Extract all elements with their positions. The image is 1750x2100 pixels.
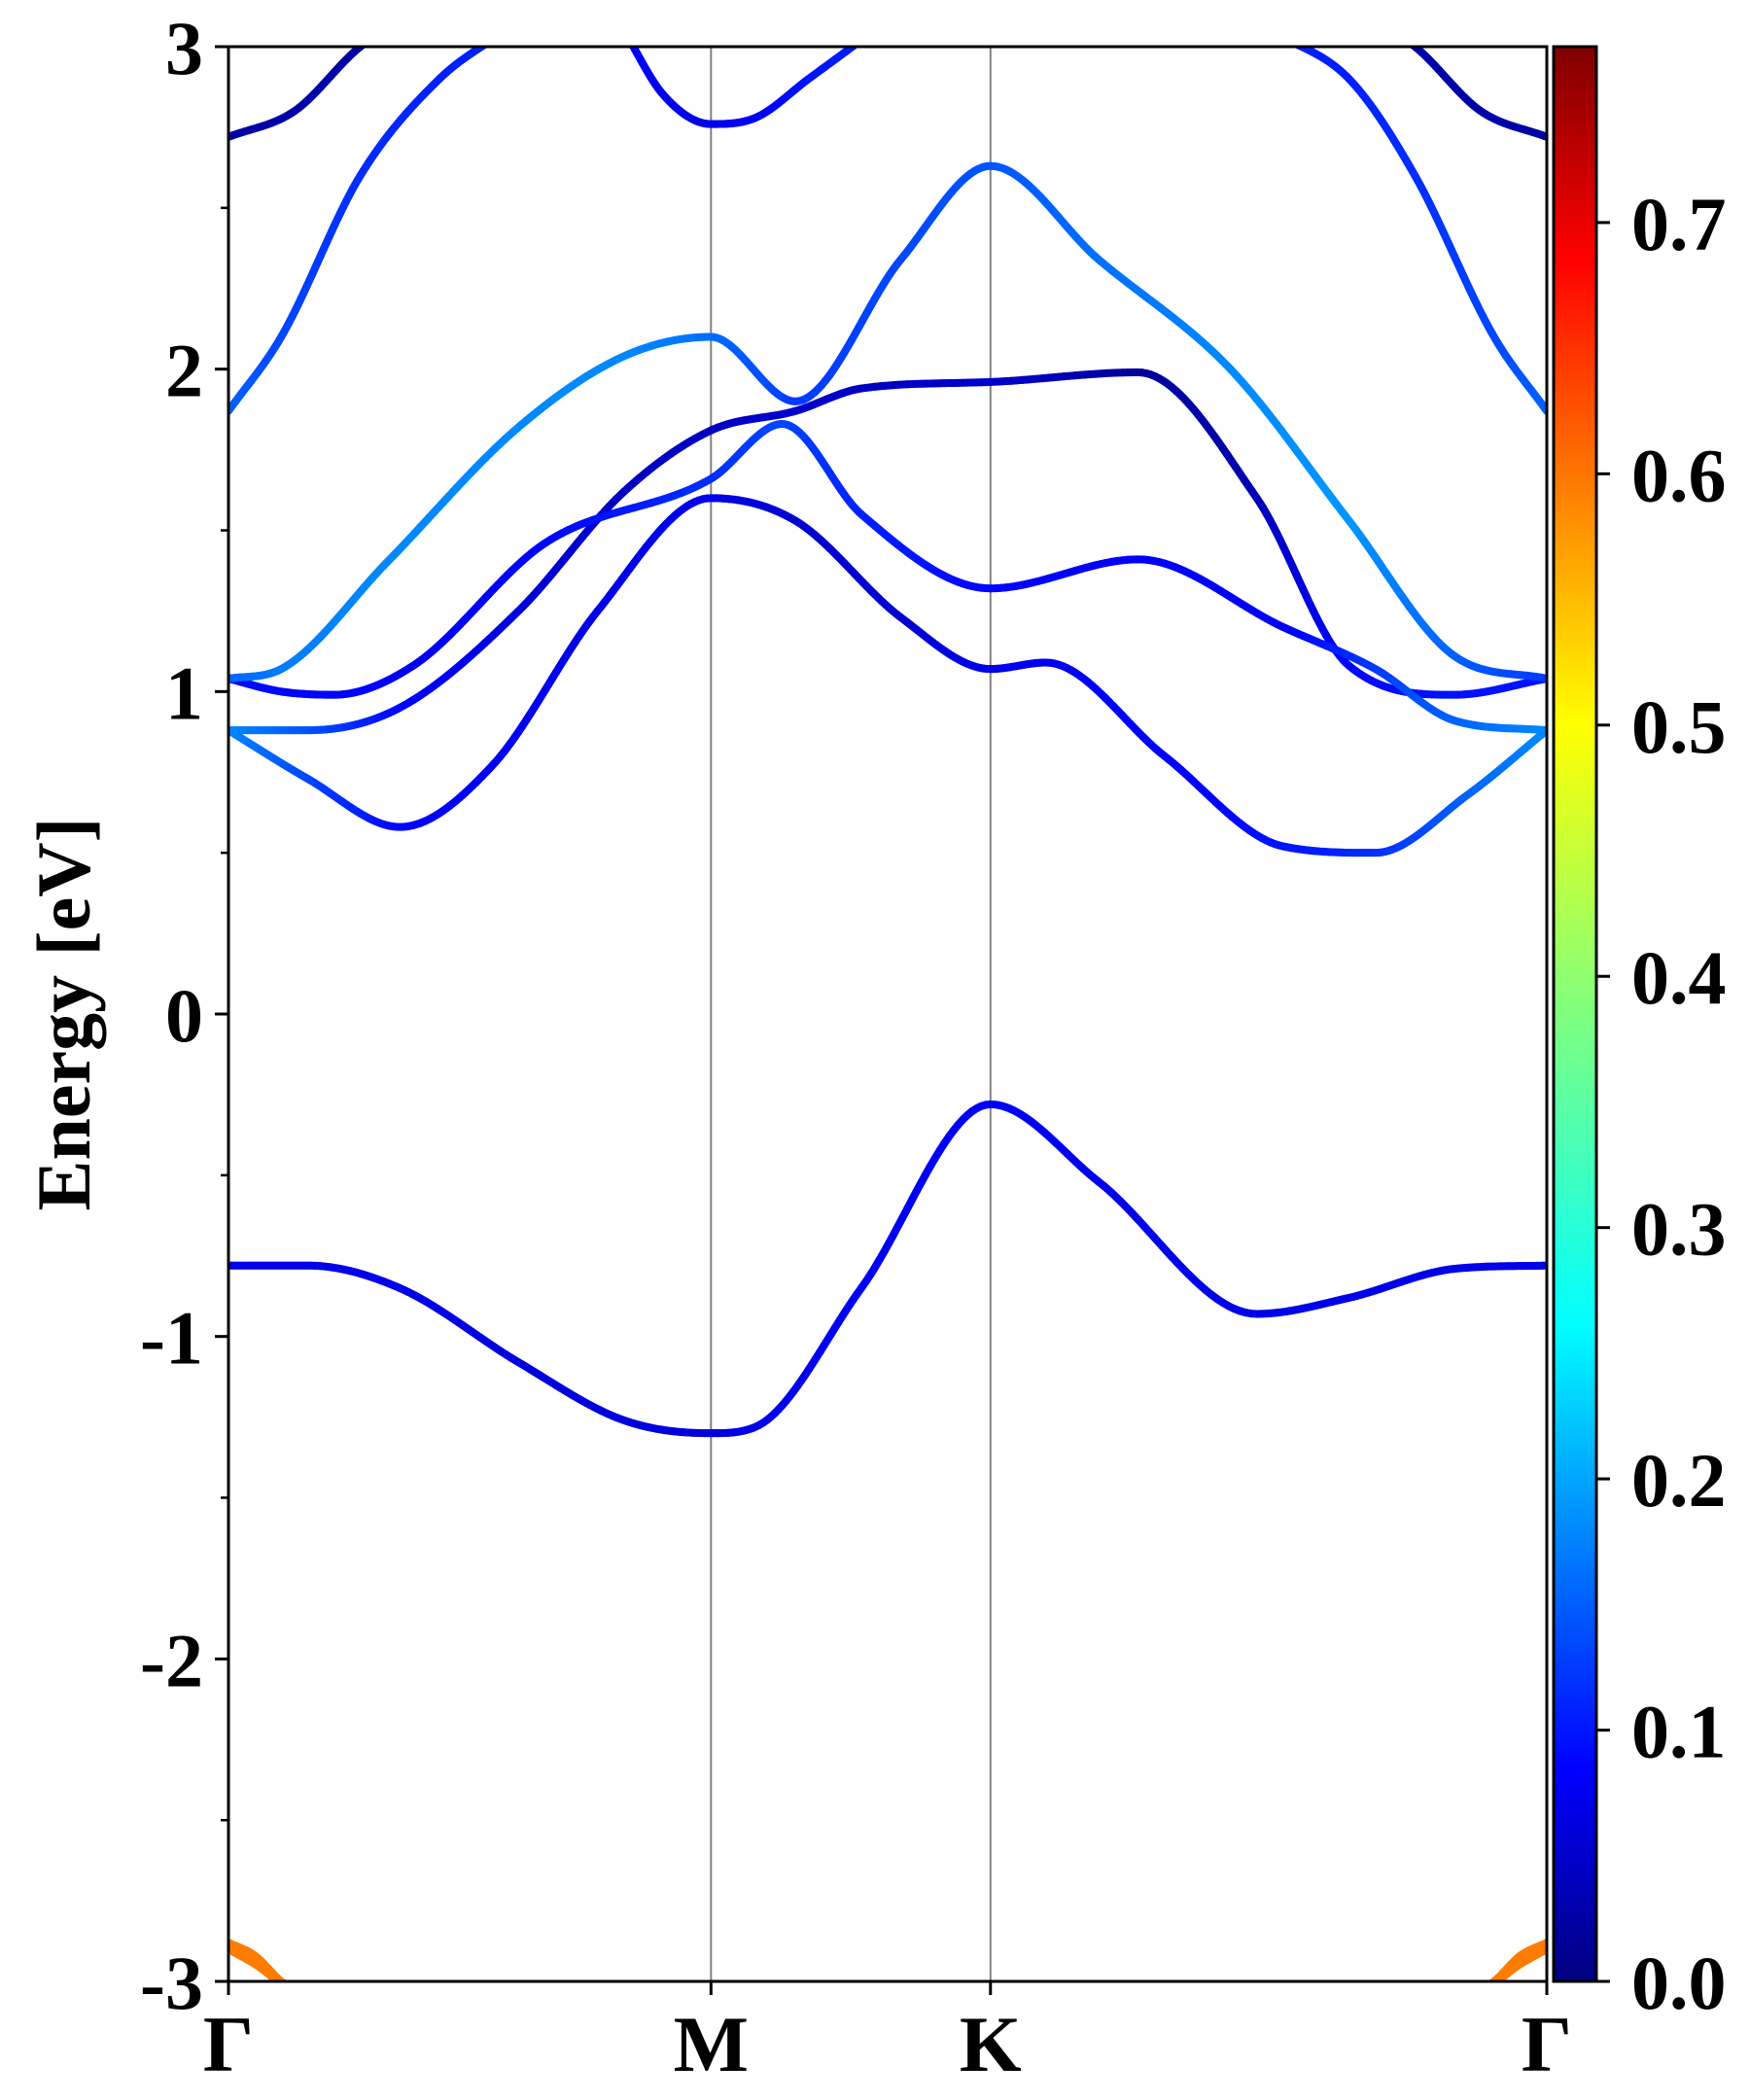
x-tick-label: M (674, 2000, 749, 2088)
colorbar-gradient (1552, 45, 1598, 1983)
y-tick-label: 2 (165, 329, 203, 413)
colorbar: 0.0 0.1 0.2 0.3 0.4 0.5 0.6 0.7 (1552, 45, 1727, 2025)
y-tick-labels: -3 -2 -1 0 1 2 3 (140, 6, 203, 2025)
bands (228, 47, 1547, 1981)
x-tick-label: Γ (1522, 2000, 1572, 2088)
y-tick-label: -3 (140, 1941, 203, 2025)
colorbar-tick-label: 0.6 (1631, 433, 1727, 517)
plot-area: -3 -2 -1 0 1 2 3 Γ M K Γ Energy [eV] (21, 6, 1572, 2088)
y-tick-label: 3 (165, 6, 203, 90)
plot-frame (227, 45, 1549, 1983)
band-4 (228, 161, 1547, 683)
colorbar-tick-label: 0.4 (1631, 935, 1727, 1020)
band-2 (228, 368, 1547, 735)
colorbar-tick-label: 0.0 (1631, 1941, 1727, 2025)
colorbar-ticks (1596, 221, 1610, 1983)
colorbar-tick-label: 0.1 (1631, 1690, 1727, 1774)
x-tick-label: K (960, 2000, 1022, 2088)
band-6 (1292, 47, 1547, 415)
colorbar-tick-label: 0.5 (1631, 684, 1727, 769)
band-8 (1408, 47, 1547, 141)
x-tick-label: Γ (203, 2000, 254, 2088)
y-ticks (215, 45, 228, 1983)
y-tick-label: 1 (165, 650, 203, 735)
colorbar-tick-label: 0.2 (1631, 1438, 1727, 1522)
y-tick-label: -1 (140, 1296, 203, 1381)
band-9 (628, 47, 859, 128)
band-11 (228, 1944, 283, 1981)
band-1 (228, 494, 1547, 858)
band-7 (228, 47, 368, 141)
y-tick-label: -2 (140, 1618, 203, 1702)
band-13 (1492, 1944, 1547, 1981)
y-tick-label: 0 (165, 973, 203, 1058)
y-axis-title: Energy [eV] (21, 817, 106, 1210)
colorbar-tick-label: 0.3 (1631, 1187, 1727, 1272)
band-0 (228, 1100, 1547, 1438)
high-symmetry-lines (710, 47, 992, 1981)
colorbar-tick-labels: 0.0 0.1 0.2 0.3 0.4 0.5 0.6 0.7 (1631, 182, 1727, 2025)
band-3 (228, 420, 1547, 735)
band-5 (228, 47, 489, 415)
colorbar-tick-label: 0.7 (1631, 182, 1727, 266)
